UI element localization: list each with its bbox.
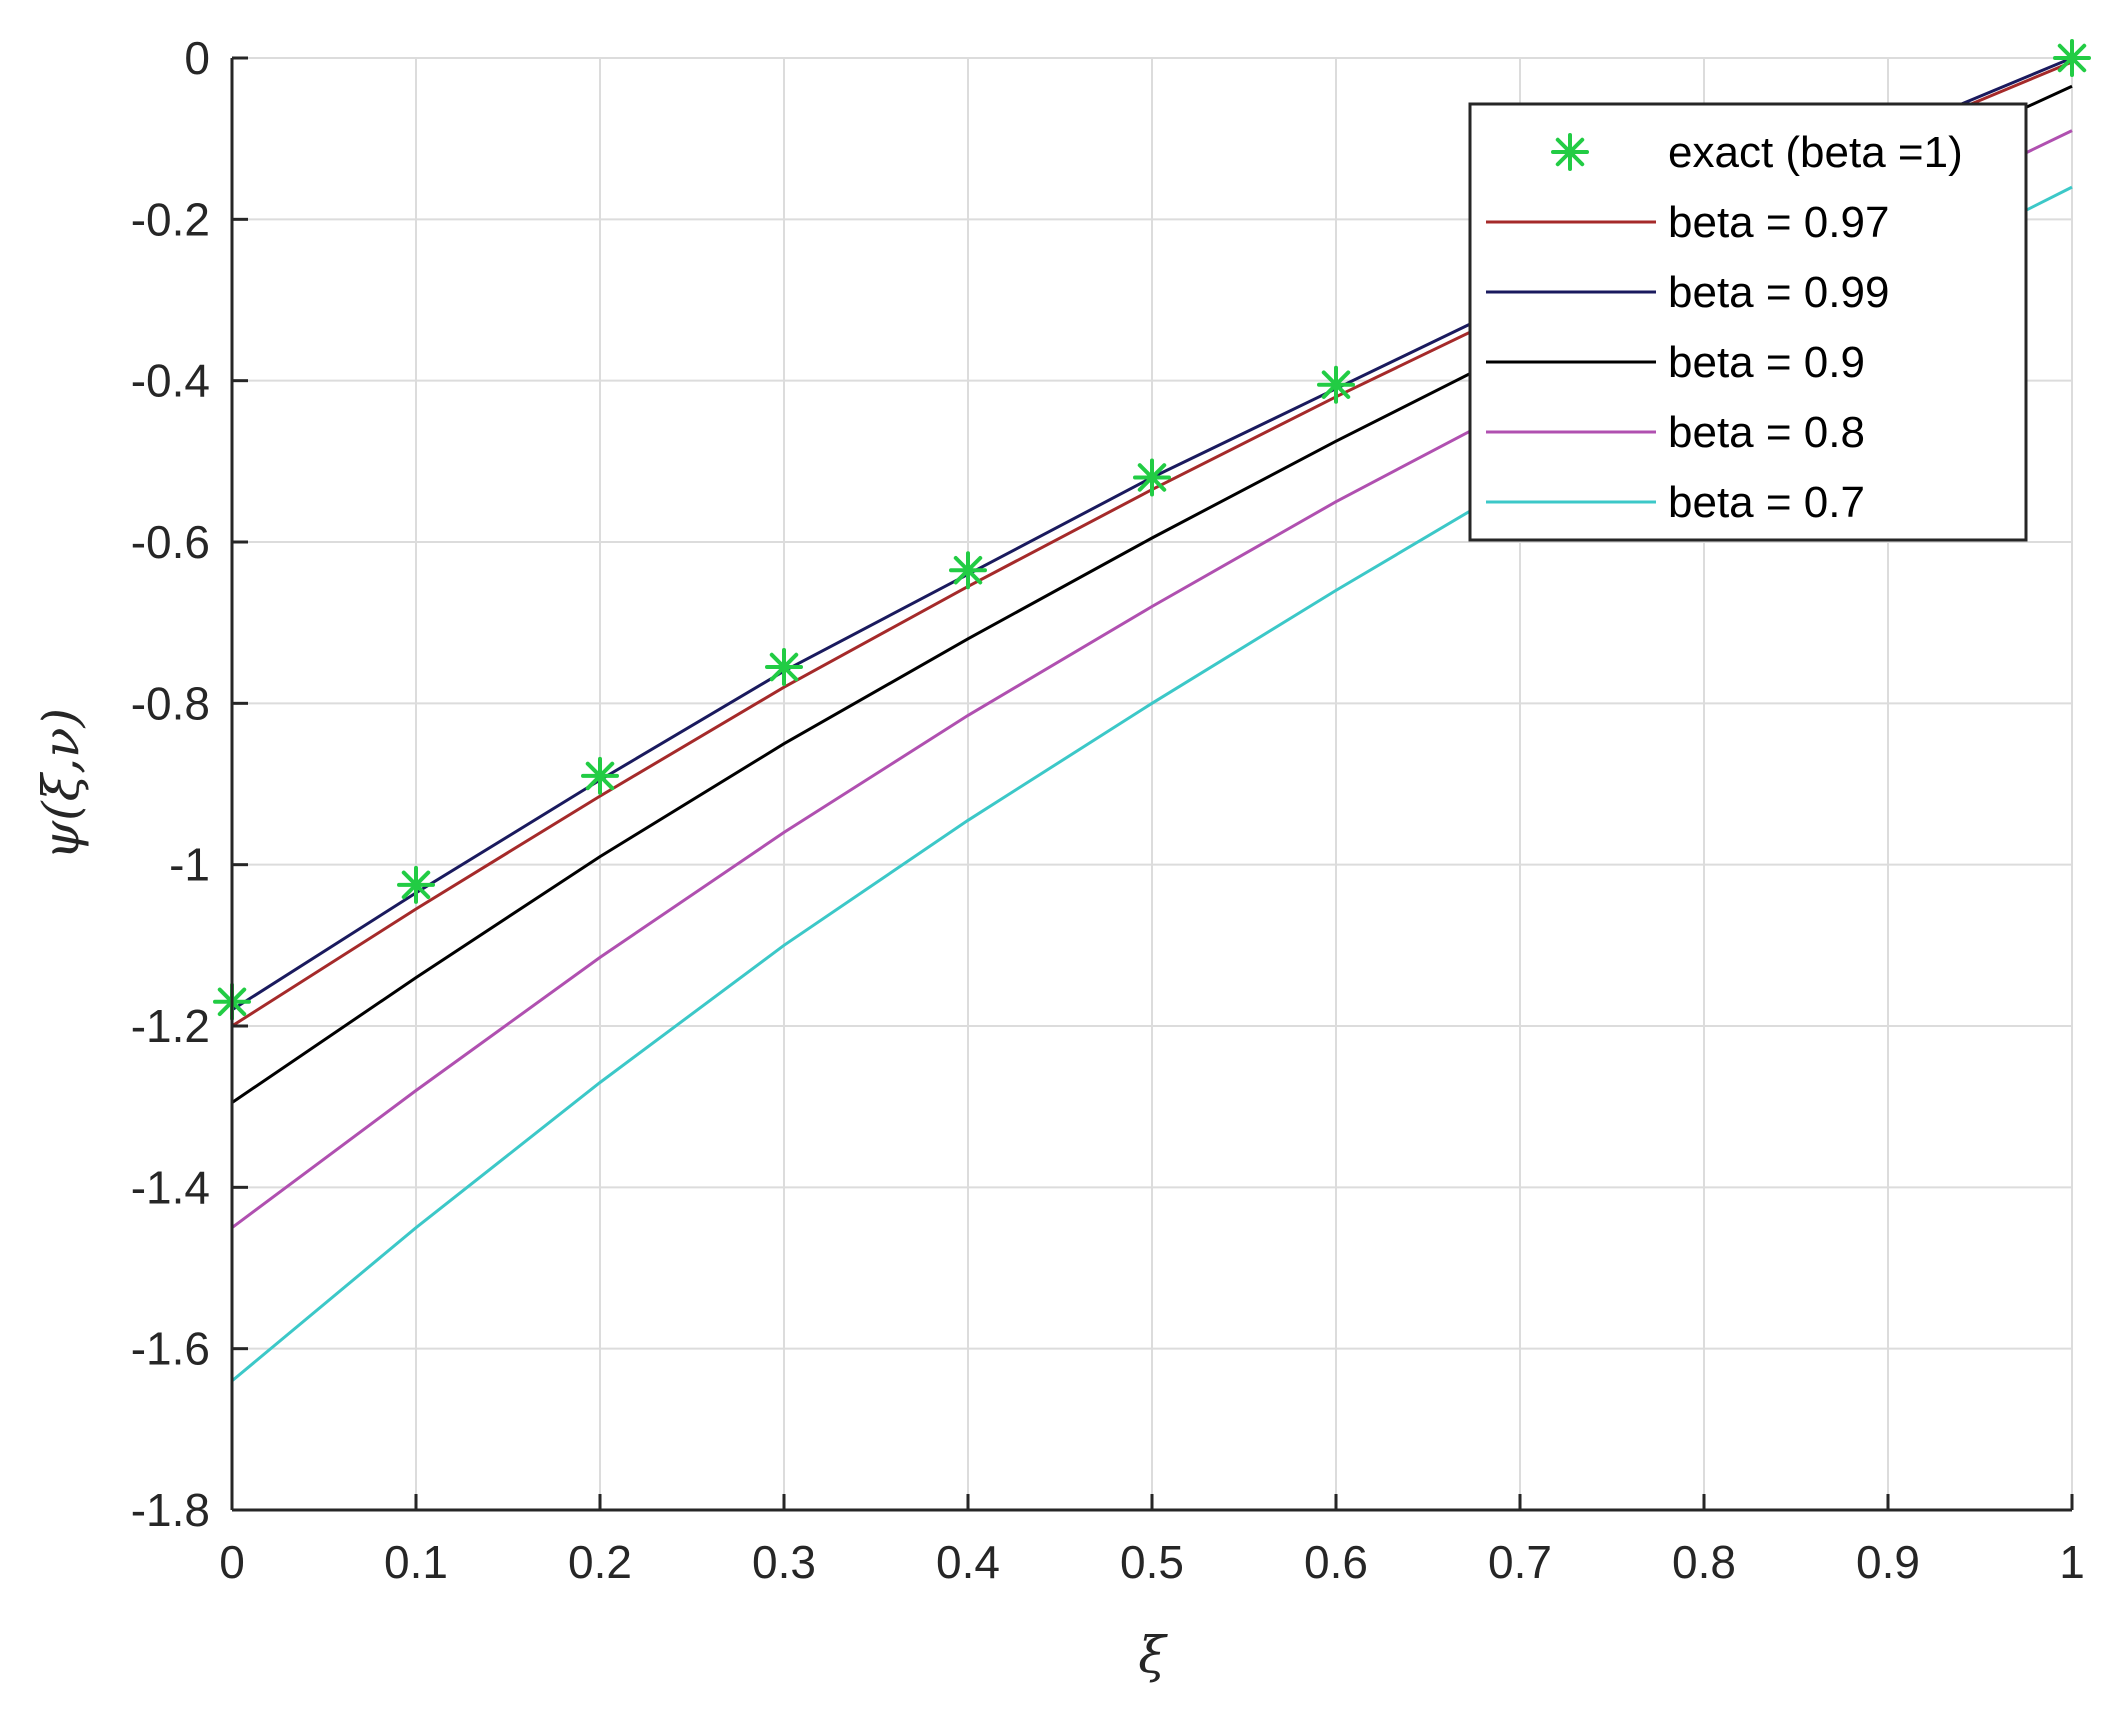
- axes: [230, 56, 2074, 1512]
- y-tick-label: -0.8: [131, 677, 210, 729]
- y-tick-label: -1.2: [131, 1000, 210, 1052]
- y-tick-label: -0.4: [131, 355, 210, 407]
- y-tick-label: -1.8: [131, 1484, 210, 1536]
- x-tick-label: 0.4: [936, 1536, 1000, 1588]
- y-tick-label: -0.6: [131, 516, 210, 568]
- x-tick-label: 1: [2059, 1536, 2085, 1588]
- legend-entry: beta = 0.97: [1486, 198, 1889, 247]
- data-point-marker: [1317, 365, 1355, 404]
- x-axis-label: ξ: [1138, 1626, 1168, 1684]
- y-tick-label: -1: [169, 839, 210, 891]
- legend-entry: exact (beta =1): [1551, 128, 1963, 177]
- y-axis-label: ψ(ξ,ν): [32, 708, 90, 860]
- legend-label: beta = 0.7: [1668, 478, 1865, 527]
- data-point-marker: [765, 648, 803, 687]
- legend-entry: beta = 0.99: [1486, 268, 1889, 317]
- legend-label: beta = 0.99: [1668, 268, 1889, 317]
- x-tick-label: 0: [219, 1536, 245, 1588]
- x-tick-label: 0.9: [1856, 1536, 1920, 1588]
- y-tick-label: -0.2: [131, 193, 210, 245]
- y-tick-label: -1.4: [131, 1161, 210, 1213]
- legend-entry: beta = 0.7: [1486, 478, 1865, 527]
- data-point-marker: [1133, 458, 1171, 497]
- y-tick-label: 0: [184, 32, 210, 84]
- legend-marker: [1551, 133, 1589, 171]
- legend-entry: beta = 0.9: [1486, 338, 1865, 387]
- y-tick-label: -1.6: [131, 1323, 210, 1375]
- x-tick-label: 0.6: [1304, 1536, 1368, 1588]
- data-point-marker: [581, 756, 619, 795]
- data-point-marker: [949, 551, 987, 590]
- legend-label: beta = 0.8: [1668, 408, 1865, 457]
- x-tick-label: 0.2: [568, 1536, 632, 1588]
- legend-box: [1468, 102, 2028, 542]
- tick-labels: 0 0.1 0.2 0.3 0.4 0.5 0.6 0.7 0.8 0.9 1 0 -0.2 -0.4 -0…: [131, 32, 2085, 1588]
- x-tick-label: 0.8: [1672, 1536, 1736, 1588]
- x-tick-label: 0.7: [1488, 1536, 1552, 1588]
- legend-entry: beta = 0.8: [1486, 408, 1865, 457]
- data-point-marker: [2053, 39, 2091, 77]
- legend-label: beta = 0.97: [1668, 198, 1889, 247]
- x-tick-label: 0.1: [384, 1536, 448, 1588]
- legend-label: beta = 0.9: [1668, 338, 1865, 387]
- x-tick-label: 0.5: [1120, 1536, 1184, 1588]
- x-tick-label: 0.3: [752, 1536, 816, 1588]
- legend: exact (beta =1) beta = 0.97 beta = 0.99 bet…: [1468, 102, 2028, 542]
- data-point-marker: [397, 865, 435, 904]
- legend-label: exact (beta =1): [1668, 128, 1963, 177]
